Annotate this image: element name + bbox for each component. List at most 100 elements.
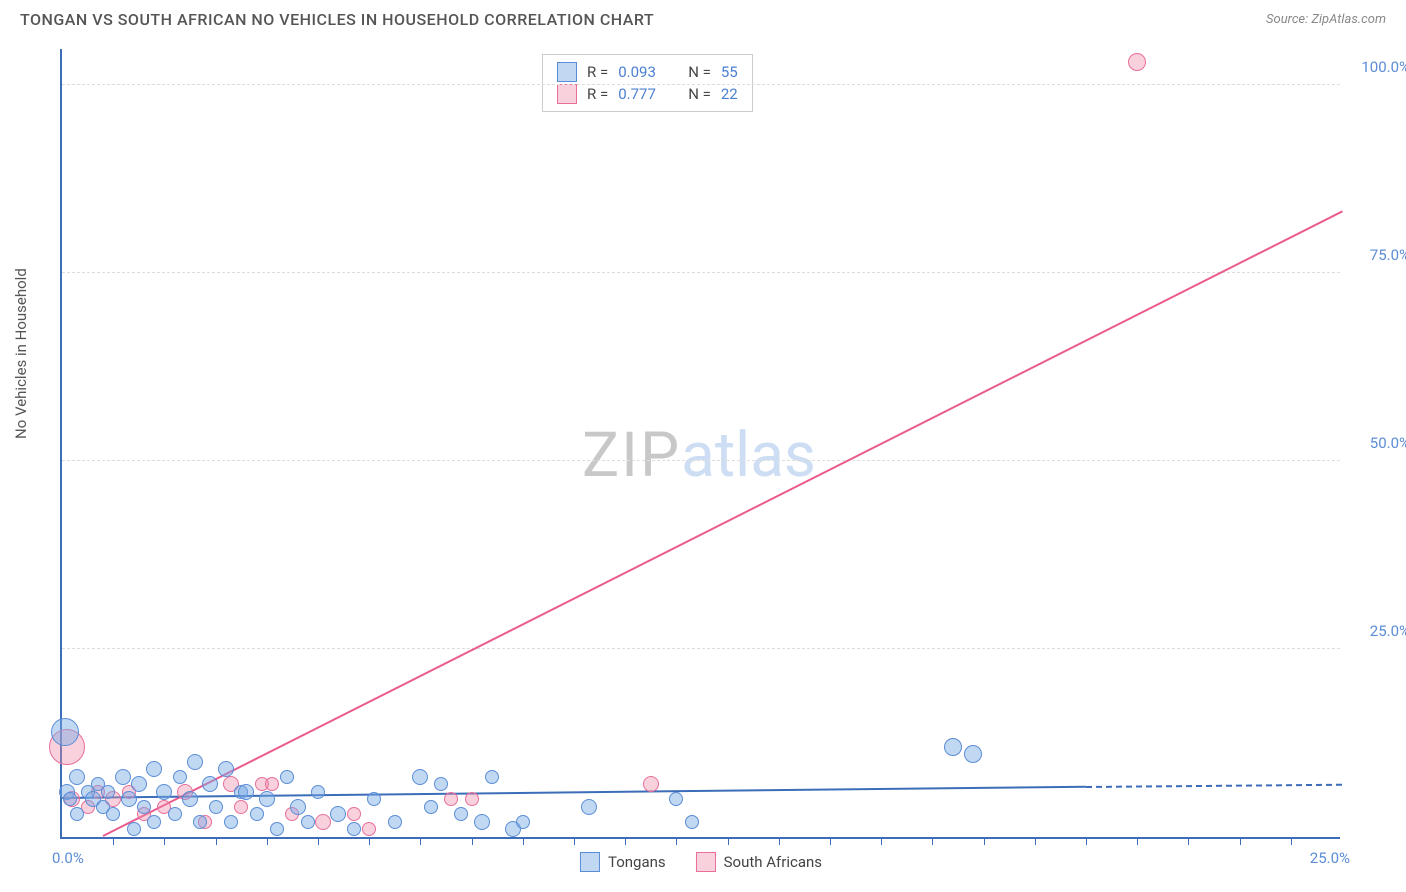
data-point-tongan: [209, 800, 223, 814]
watermark: ZIPatlas: [582, 419, 816, 492]
legend-swatch-south-africans: [696, 852, 716, 872]
data-point-tongan: [250, 807, 264, 821]
data-point-tongan: [270, 822, 284, 836]
gridline: [62, 460, 1340, 461]
stats-row-tongans: R = 0.093 N = 55: [557, 62, 738, 82]
n-value-tongans: 55: [721, 63, 738, 81]
x-tick: [1188, 837, 1189, 845]
data-point-tongan: [259, 791, 275, 807]
x-tick: [369, 837, 370, 845]
data-point-tongan: [412, 769, 428, 785]
data-point-tongan: [224, 815, 238, 829]
chart-title: TONGAN VS SOUTH AFRICAN NO VEHICLES IN H…: [20, 10, 654, 29]
data-point-south-african: [315, 814, 331, 830]
x-tick: [420, 837, 421, 845]
y-tick-label: 100.0%: [1350, 58, 1406, 76]
data-point-south-african: [1128, 53, 1146, 71]
x-tick: [574, 837, 575, 845]
data-point-tongan: [127, 822, 141, 836]
data-point-tongan: [147, 815, 161, 829]
data-point-tongan: [69, 769, 85, 785]
data-point-tongan: [63, 792, 77, 806]
trend-line: [103, 211, 1343, 837]
data-point-tongan: [685, 815, 699, 829]
stats-row-south-africans: R = 0.777 N = 22: [557, 84, 738, 104]
trend-line: [1086, 784, 1342, 788]
data-point-tongan: [115, 769, 131, 785]
swatch-tongans: [557, 62, 577, 82]
data-point-tongan: [193, 815, 207, 829]
data-point-tongan: [290, 799, 306, 815]
y-tick-label: 25.0%: [1350, 622, 1406, 640]
r-label: R =: [587, 85, 608, 103]
x-tick: [779, 837, 780, 845]
data-point-tongan: [347, 822, 361, 836]
data-point-tongan: [121, 791, 137, 807]
data-point-south-african: [234, 800, 248, 814]
source-link[interactable]: ZipAtlas.com: [1311, 12, 1386, 27]
data-point-tongan: [311, 785, 325, 799]
x-tick: [1086, 837, 1087, 845]
legend-item-tongans: Tongans: [580, 852, 666, 872]
data-point-south-african: [444, 792, 458, 806]
x-tick: [932, 837, 933, 845]
data-point-south-african: [465, 792, 479, 806]
x-tick: [523, 837, 524, 845]
gridline: [62, 272, 1340, 273]
data-point-tongan: [944, 738, 962, 756]
data-point-tongan: [964, 745, 982, 763]
chart-container: No Vehicles in Household ZIPatlas R = 0.…: [0, 39, 1406, 879]
x-tick: [984, 837, 985, 845]
data-point-tongan: [106, 807, 120, 821]
n-label: N =: [688, 63, 711, 81]
watermark-atlas: atlas: [681, 419, 816, 492]
x-tick: [728, 837, 729, 845]
source-prefix: Source:: [1266, 12, 1311, 27]
data-point-tongan: [182, 791, 198, 807]
plot-area: ZIPatlas R = 0.093 N = 55 R = 0.777 N = …: [60, 49, 1340, 839]
data-point-tongan: [156, 784, 172, 800]
x-tick: [216, 837, 217, 845]
x-tick-label: 0.0%: [52, 849, 84, 867]
data-point-tongan: [301, 815, 315, 829]
x-tick: [881, 837, 882, 845]
x-tick: [625, 837, 626, 845]
data-point-tongan: [146, 761, 162, 777]
data-point-tongan: [367, 792, 381, 806]
x-tick: [676, 837, 677, 845]
x-tick: [113, 837, 114, 845]
data-point-south-african: [265, 777, 279, 791]
data-point-tongan: [424, 800, 438, 814]
data-point-tongan: [669, 792, 683, 806]
gridline: [62, 84, 1340, 85]
legend-swatch-tongans: [580, 852, 600, 872]
data-point-tongan: [218, 761, 234, 777]
x-tick: [1291, 837, 1292, 845]
data-point-tongan: [187, 754, 203, 770]
data-point-tongan: [388, 815, 402, 829]
data-point-south-african: [362, 822, 376, 836]
data-point-tongan: [131, 776, 147, 792]
x-tick: [267, 837, 268, 845]
x-tick: [472, 837, 473, 845]
legend-item-south-africans: South Africans: [696, 852, 822, 872]
x-tick: [1137, 837, 1138, 845]
data-point-south-african: [643, 776, 659, 792]
data-point-tongan: [202, 776, 218, 792]
data-point-tongan: [330, 806, 346, 822]
y-tick-label: 75.0%: [1350, 246, 1406, 264]
legend: Tongans South Africans: [580, 852, 822, 872]
data-point-south-african: [347, 807, 361, 821]
data-point-tongan: [168, 807, 182, 821]
x-tick: [830, 837, 831, 845]
swatch-south-africans: [557, 84, 577, 104]
data-point-tongan: [137, 800, 151, 814]
data-point-tongan: [280, 770, 294, 784]
x-tick: [164, 837, 165, 845]
data-point-tongan: [51, 718, 79, 746]
data-point-tongan: [238, 784, 254, 800]
data-point-tongan: [454, 807, 468, 821]
data-point-tongan: [485, 770, 499, 784]
data-point-tongan: [516, 815, 530, 829]
source-label: Source: ZipAtlas.com: [1266, 12, 1386, 27]
